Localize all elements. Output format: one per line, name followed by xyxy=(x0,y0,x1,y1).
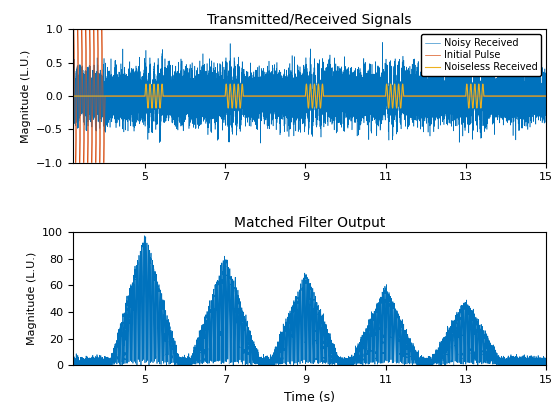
Initial Pulse xyxy=(450,94,456,99)
Initial Pulse xyxy=(543,94,550,99)
Title: Transmitted/Received Signals: Transmitted/Received Signals xyxy=(207,13,412,27)
Line: Noisy Received: Noisy Received xyxy=(65,42,547,143)
Initial Pulse xyxy=(62,94,68,99)
Noisy Received xyxy=(382,75,389,80)
Initial Pulse xyxy=(62,27,69,32)
Noiseless Received xyxy=(144,105,151,110)
Line: Noiseless Received: Noiseless Received xyxy=(65,84,547,108)
Noiseless Received xyxy=(143,81,150,87)
Initial Pulse xyxy=(169,94,175,99)
Title: Matched Filter Output: Matched Filter Output xyxy=(234,215,385,229)
Initial Pulse xyxy=(287,94,293,99)
Noiseless Received xyxy=(543,94,550,99)
Noisy Received xyxy=(95,96,101,101)
Noisy Received xyxy=(62,88,68,93)
Initial Pulse xyxy=(382,94,389,99)
Noiseless Received xyxy=(95,94,101,99)
Noiseless Received xyxy=(450,94,456,99)
Noiseless Received xyxy=(62,94,68,99)
Noiseless Received xyxy=(382,87,389,92)
Noiseless Received xyxy=(287,94,293,99)
Y-axis label: Magnitude (L.U.): Magnitude (L.U.) xyxy=(21,50,31,143)
Noisy Received xyxy=(543,108,550,113)
Noisy Received xyxy=(435,107,441,112)
Initial Pulse xyxy=(435,94,441,99)
Noiseless Received xyxy=(435,94,441,99)
Noisy Received xyxy=(169,93,175,98)
Line: Initial Pulse: Initial Pulse xyxy=(65,29,547,163)
Initial Pulse xyxy=(64,160,71,165)
X-axis label: Time (s): Time (s) xyxy=(284,391,335,404)
Noisy Received xyxy=(287,78,293,83)
Initial Pulse xyxy=(95,27,101,32)
Noisy Received xyxy=(450,83,456,88)
Noisy Received xyxy=(379,40,386,45)
Y-axis label: Magnitude (L.U.): Magnitude (L.U.) xyxy=(26,252,36,345)
Legend: Noisy Received, Initial Pulse, Noiseless Received: Noisy Received, Initial Pulse, Noiseless… xyxy=(421,34,541,76)
Noiseless Received xyxy=(169,94,175,99)
Noisy Received xyxy=(257,141,264,146)
